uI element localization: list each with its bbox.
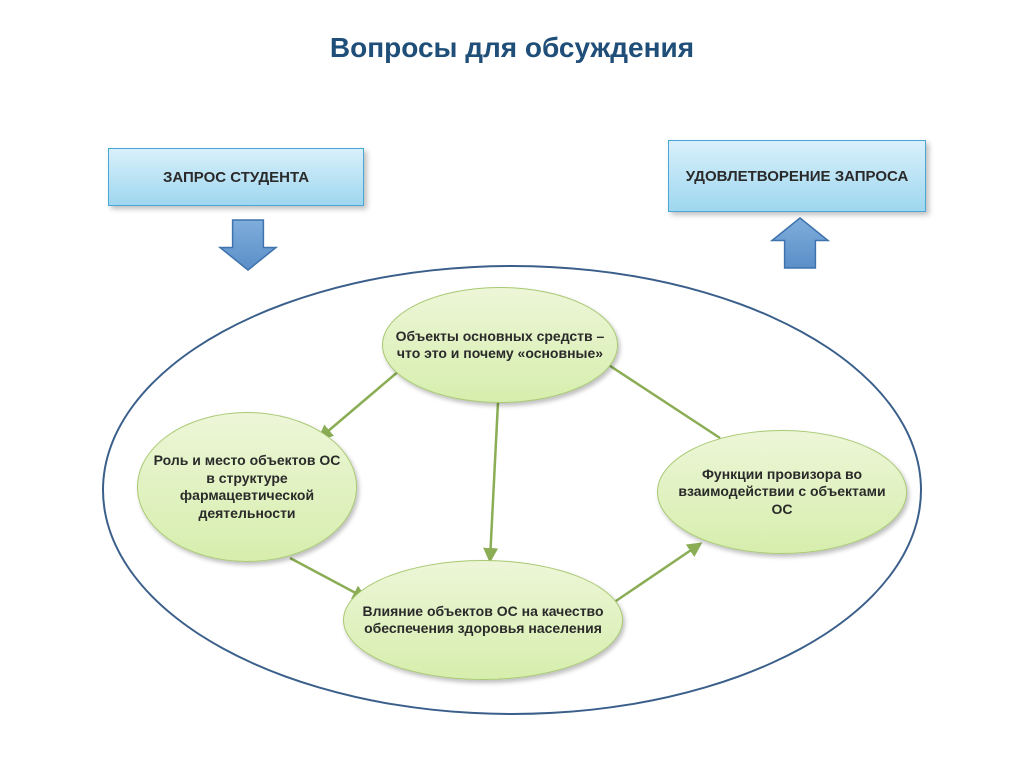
box-student-request-label: ЗАПРОС СТУДЕНТА	[163, 169, 309, 186]
node-pharmacist-functions-label: Функции провизора во взаимодействии с об…	[668, 466, 896, 519]
node-objects-definition-label: Объекты основных средств – что это и поч…	[393, 328, 607, 363]
node-role-structure: Роль и место объектов ОС в структуре фар…	[137, 412, 357, 562]
page-title: Вопросы для обсуждения	[0, 32, 1024, 64]
box-request-satisfaction-label: УДОВЛЕТВОРЕНИЕ ЗАПРОСА	[686, 168, 909, 185]
diagram-canvas: Вопросы для обсуждения ЗАПРОС СТУДЕНТА У…	[0, 0, 1024, 768]
box-request-satisfaction: УДОВЛЕТВОРЕНИЕ ЗАПРОСА	[668, 140, 926, 212]
node-pharmacist-functions: Функции провизора во взаимодействии с об…	[657, 430, 907, 554]
node-health-impact-label: Влияние объектов ОС на качество обеспече…	[354, 603, 612, 638]
node-objects-definition: Объекты основных средств – что это и поч…	[382, 287, 618, 403]
node-health-impact: Влияние объектов ОС на качество обеспече…	[343, 560, 623, 680]
box-student-request: ЗАПРОС СТУДЕНТА	[108, 148, 364, 206]
node-role-structure-label: Роль и место объектов ОС в структуре фар…	[148, 452, 346, 522]
